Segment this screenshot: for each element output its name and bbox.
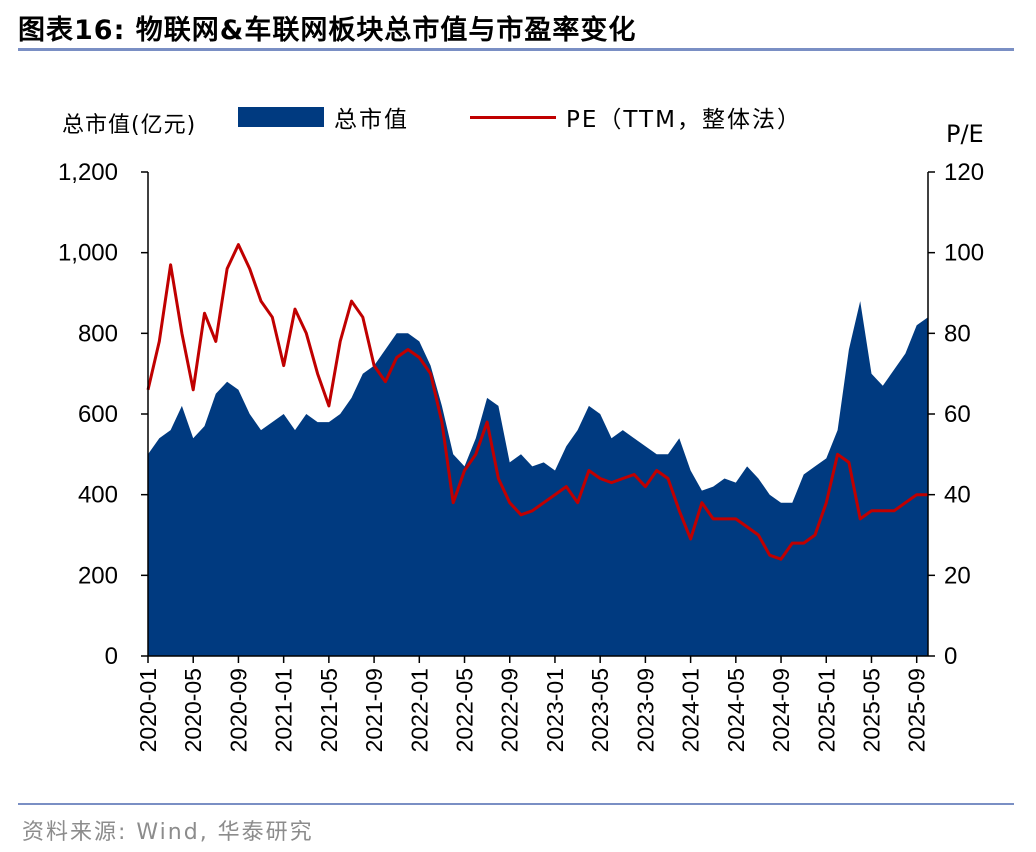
left-tick-label: 200 [78, 562, 118, 589]
x-tick-label: 2025-09 [904, 668, 930, 752]
right-tick-label: 60 [944, 401, 971, 428]
left-tick-label: 1,200 [58, 159, 118, 186]
market-cap-area [148, 301, 928, 656]
x-tick-label: 2020-09 [225, 668, 251, 752]
title-rule [18, 48, 1014, 51]
source-note: 资料来源: Wind, 华泰研究 [22, 820, 314, 845]
right-tick-label: 80 [944, 320, 971, 347]
left-tick-label: 1,000 [58, 240, 118, 267]
x-tick-label: 2025-05 [858, 668, 884, 752]
pe-line [146, 243, 928, 561]
right-tick-label: 40 [944, 482, 971, 509]
chart-title: 图表16: 物联网&车联网板块总市值与市盈率变化 [18, 15, 637, 46]
x-tick-label: 2021-09 [361, 668, 387, 752]
legend-item-pe: PE（TTM，整体法） [470, 100, 802, 134]
right-tick-label: 100 [944, 240, 984, 267]
legend-label: 总市值 [334, 107, 409, 133]
right-tick-label: 0 [944, 643, 957, 670]
x-tick-label: 2023-09 [632, 668, 658, 752]
left-axis-label: 总市值(亿元) [62, 113, 197, 138]
left-tick-label: 800 [78, 320, 118, 347]
legend-swatch-area [238, 107, 324, 127]
right-tick-label: 120 [944, 159, 984, 186]
x-tick-label: 2024-09 [768, 668, 794, 752]
footer-rule [18, 803, 1014, 805]
x-tick-label: 2022-01 [406, 668, 432, 752]
legend-label: PE（TTM，整体法） [566, 107, 802, 133]
x-tick-label: 2022-05 [452, 668, 478, 752]
right-tick-label: 20 [944, 562, 971, 589]
x-tick-label: 2020-05 [180, 668, 206, 752]
x-tick-label: 2022-09 [497, 668, 523, 752]
legend-swatch-line [470, 115, 556, 119]
left-tick-label: 600 [78, 401, 118, 428]
x-tick-label: 2023-01 [542, 668, 568, 752]
x-tick-label: 2025-01 [813, 668, 839, 752]
x-tick-label: 2024-05 [723, 668, 749, 752]
x-tick-label: 2024-01 [678, 668, 704, 752]
x-tick-label: 2023-05 [587, 668, 613, 752]
legend-item-market-cap: 总市值 [238, 100, 409, 134]
left-tick-label: 400 [78, 482, 118, 509]
x-tick-label: 2021-05 [316, 668, 342, 752]
x-tick-label: 2020-01 [135, 668, 161, 752]
left-tick-label: 0 [105, 643, 118, 670]
x-tick-label: 2021-01 [271, 668, 297, 752]
right-axis-label: P/E [946, 120, 984, 148]
